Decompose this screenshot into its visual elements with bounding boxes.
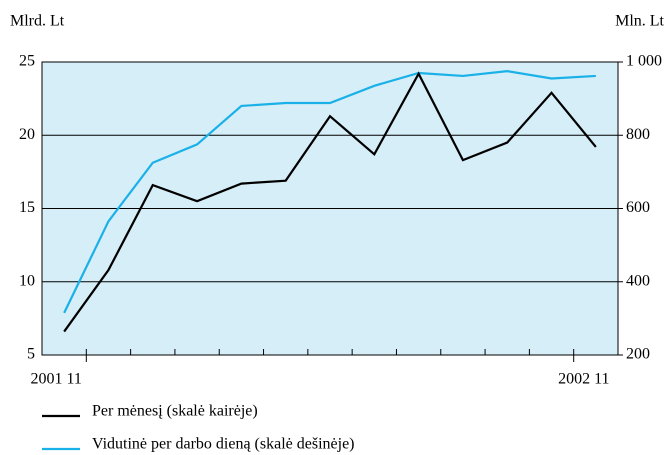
y-tick-label: 25 [19, 53, 35, 70]
y-tick-label: 15 [19, 199, 35, 216]
series-line [63, 70, 596, 314]
y2-axis-label: Mln. Lt [615, 13, 664, 30]
x-tick-label: 2001 11 [30, 371, 81, 388]
y-tick-label: 5 [27, 346, 35, 363]
series-line [63, 71, 597, 333]
y2-tick-label: 600 [626, 199, 650, 216]
y2-tick-label: 400 [626, 272, 650, 289]
y-axis-label: Mlrd. Lt [10, 13, 65, 30]
legend-label: Vidutinė per darbo dieną (skalė dešinėje… [92, 436, 355, 453]
y-tick-label: 20 [19, 126, 35, 143]
plot-frame [41, 61, 619, 356]
x-tick-label: 2002 11 [558, 371, 609, 388]
legend-label: Per mėnesį (skalė kairėje) [92, 403, 258, 420]
y2-tick-label: 1 000 [626, 53, 662, 70]
y2-tick-label: 800 [626, 126, 650, 143]
y2-tick-label: 200 [626, 346, 650, 363]
y-tick-label: 10 [19, 272, 35, 289]
